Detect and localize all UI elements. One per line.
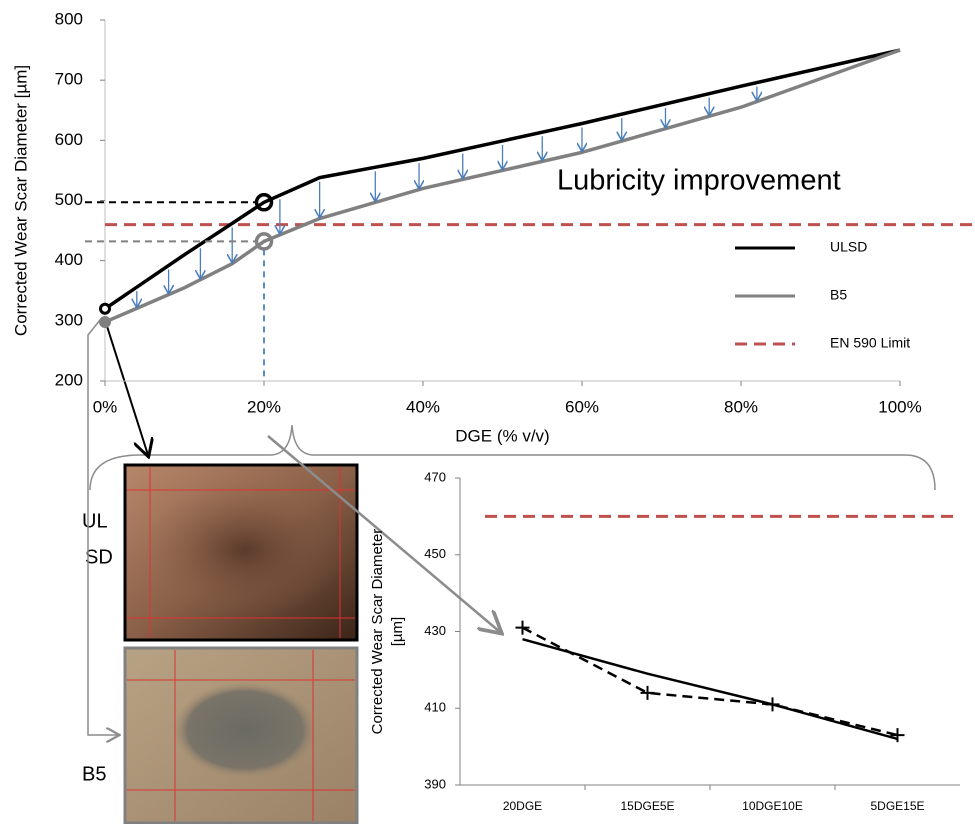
point-marker [515,620,530,635]
photo-ulsd [123,463,359,642]
x-tick-label: 20% [247,397,281,416]
legend-label: EN 590 Limit [830,335,910,351]
point-marker [99,302,111,315]
point-marker [254,193,274,212]
point-marker [640,685,655,700]
bracket [89,424,936,491]
x-tick-label: 20DGE [503,799,542,813]
y-axis-label: Corrected Wear Scar Diameter [369,529,386,735]
y-tick-label: 800 [55,9,83,28]
connector-arrow [87,319,118,735]
x-tick-label: 0% [93,397,118,416]
y-tick-label: 300 [55,310,83,329]
photo-b5 [123,646,359,824]
series-line [104,48,901,311]
connector-arrow [104,319,148,455]
y-tick-label: 400 [55,250,83,269]
y-tick-label: 700 [55,70,83,89]
legend-label: ULSD [830,239,867,255]
photo-label: SD [85,546,113,568]
legend-label: B5 [830,287,847,303]
series-line [521,626,898,737]
y-tick-label: 410 [424,700,446,715]
y-tick-label: 600 [55,130,83,149]
y-tick-label: 450 [424,546,446,561]
x-tick-label: 10DGE10E [742,799,803,813]
y-axis-label: Corrected Wear Scar Diameter [µm] [11,65,30,336]
point-marker [890,728,905,743]
y-tick-label: 470 [424,469,446,484]
x-tick-label: 40% [406,397,440,416]
y-axis-label: [µm] [389,617,406,646]
y-tick-label: 200 [55,370,83,389]
photo-label: B5 [82,763,106,785]
y-tick-label: 390 [424,776,446,791]
point-marker [99,316,111,329]
x-tick-label: 5DGE15E [870,799,924,813]
x-tick-label: 80% [724,397,758,416]
annotation: Lubricity improvement [557,165,841,197]
x-axis-label: DGE (% v/v) [455,426,549,445]
x-tick-label: 15DGE5E [620,799,674,813]
y-tick-label: 500 [55,190,83,209]
y-tick-label: 430 [424,623,446,638]
series-line [522,637,898,741]
point-marker [254,232,274,251]
connector-arrow [267,435,500,632]
x-tick-label: 60% [565,397,599,416]
photo-label: UL [82,510,108,532]
x-tick-label: 100% [878,397,921,416]
